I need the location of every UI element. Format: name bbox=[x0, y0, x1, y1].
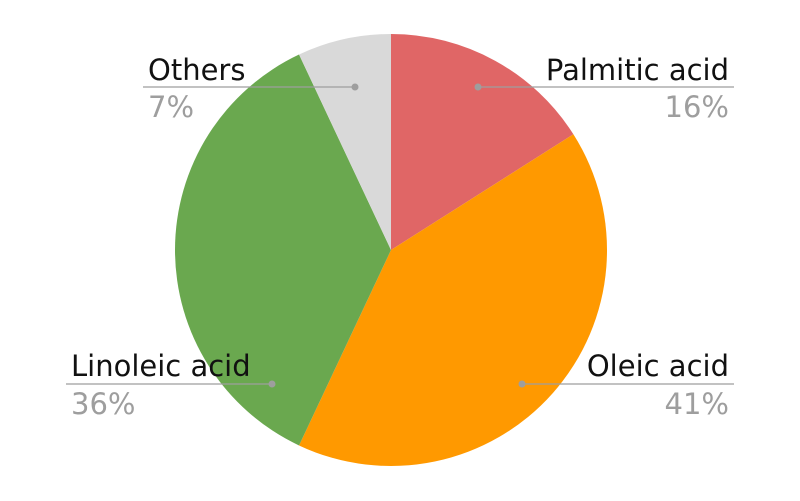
pie-slice-linoleic-acid bbox=[174, 54, 391, 446]
slice-label-others: Others bbox=[148, 53, 245, 87]
callout-others: Others 7% bbox=[143, 53, 359, 124]
callout-palmitic-acid: Palmitic acid 16% bbox=[474, 53, 734, 124]
slice-value-others: 7% bbox=[148, 90, 194, 124]
callout-oleic-acid: Oleic acid 41% bbox=[518, 349, 734, 421]
leader-dot-linoleic-acid bbox=[268, 380, 276, 388]
slice-value-palmitic-acid: 16% bbox=[665, 90, 729, 124]
pie-slice-others bbox=[299, 34, 391, 250]
leader-dot-oleic-acid bbox=[518, 380, 526, 388]
pie-slice-oleic-acid bbox=[299, 134, 608, 467]
callout-linoleic-acid: Linoleic acid 36% bbox=[66, 349, 276, 421]
slice-label-oleic-acid: Oleic acid bbox=[587, 349, 729, 383]
pie-slice-palmitic-acid bbox=[391, 34, 574, 250]
slice-value-linoleic-acid: 36% bbox=[71, 387, 135, 421]
slice-value-oleic-acid: 41% bbox=[665, 387, 729, 421]
slice-label-palmitic-acid: Palmitic acid bbox=[546, 53, 729, 87]
leader-dot-others bbox=[351, 83, 359, 91]
pie-slices bbox=[174, 34, 608, 467]
leader-dot-palmitic-acid bbox=[474, 83, 482, 91]
slice-label-linoleic-acid: Linoleic acid bbox=[71, 349, 251, 383]
